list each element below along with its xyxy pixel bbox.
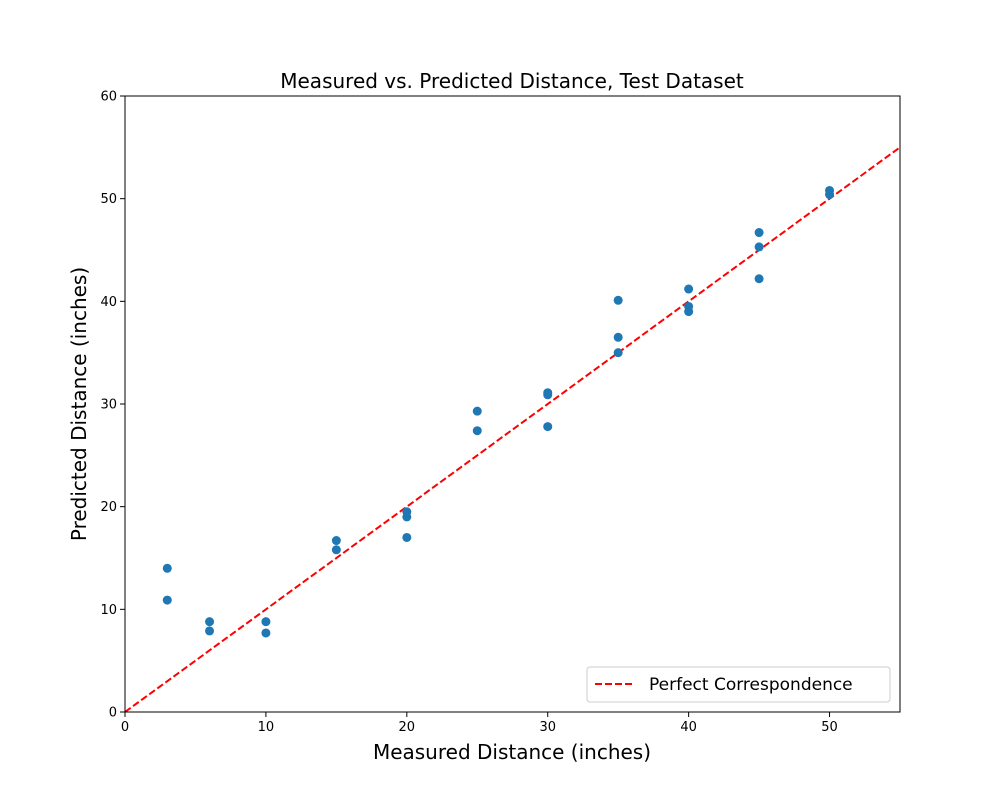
- data-point: [472, 426, 482, 436]
- legend: Perfect Correspondence: [586, 666, 891, 703]
- data-point: [684, 284, 694, 294]
- y-tick-label: 10: [100, 603, 117, 618]
- x-axis-label: Measured Distance (inches): [373, 740, 651, 764]
- data-point: [754, 242, 764, 252]
- perfect-correspondence-line: [125, 146, 900, 712]
- data-point: [543, 390, 553, 400]
- data-point: [472, 406, 482, 416]
- x-tick-label: 0: [121, 720, 129, 735]
- y-tick-label: 30: [100, 398, 117, 413]
- data-point: [261, 617, 271, 627]
- data-point: [613, 348, 623, 358]
- y-tick-label: 40: [100, 295, 117, 310]
- x-tick-label: 30: [539, 720, 556, 735]
- data-point: [613, 332, 623, 342]
- plot-area: [124, 95, 901, 713]
- data-point: [402, 532, 412, 542]
- legend-label-perfect-correspondence: Perfect Correspondence: [649, 675, 853, 695]
- x-tick-label: 10: [258, 720, 275, 735]
- data-point: [684, 307, 694, 317]
- data-point: [402, 512, 412, 522]
- x-tick-label: 40: [680, 720, 697, 735]
- x-tick-label: 50: [821, 720, 838, 735]
- data-point: [754, 274, 764, 284]
- y-tick-label: 20: [100, 500, 117, 515]
- plot-frame: [124, 95, 901, 713]
- y-tick-label: 60: [100, 90, 117, 105]
- data-point: [162, 563, 172, 573]
- data-point: [261, 628, 271, 638]
- x-tick-label: 20: [399, 720, 416, 735]
- chart-title: Measured vs. Predicted Distance, Test Da…: [280, 69, 744, 93]
- data-point: [331, 536, 341, 546]
- data-point: [205, 617, 215, 627]
- data-point: [331, 545, 341, 555]
- y-axis: 0 10 20 30 40 50 60: [100, 90, 125, 721]
- data-point: [613, 295, 623, 305]
- legend-box: [586, 666, 891, 703]
- y-tick-label: 0: [109, 706, 117, 721]
- data-point: [754, 228, 764, 238]
- data-point: [162, 595, 172, 605]
- data-point: [825, 190, 835, 200]
- y-tick-label: 50: [100, 192, 117, 207]
- data-point: [205, 626, 215, 636]
- y-axis-label: Predicted Distance (inches): [67, 267, 91, 541]
- data-point: [543, 422, 553, 432]
- x-axis: 0 10 20 30 40 50: [121, 712, 838, 735]
